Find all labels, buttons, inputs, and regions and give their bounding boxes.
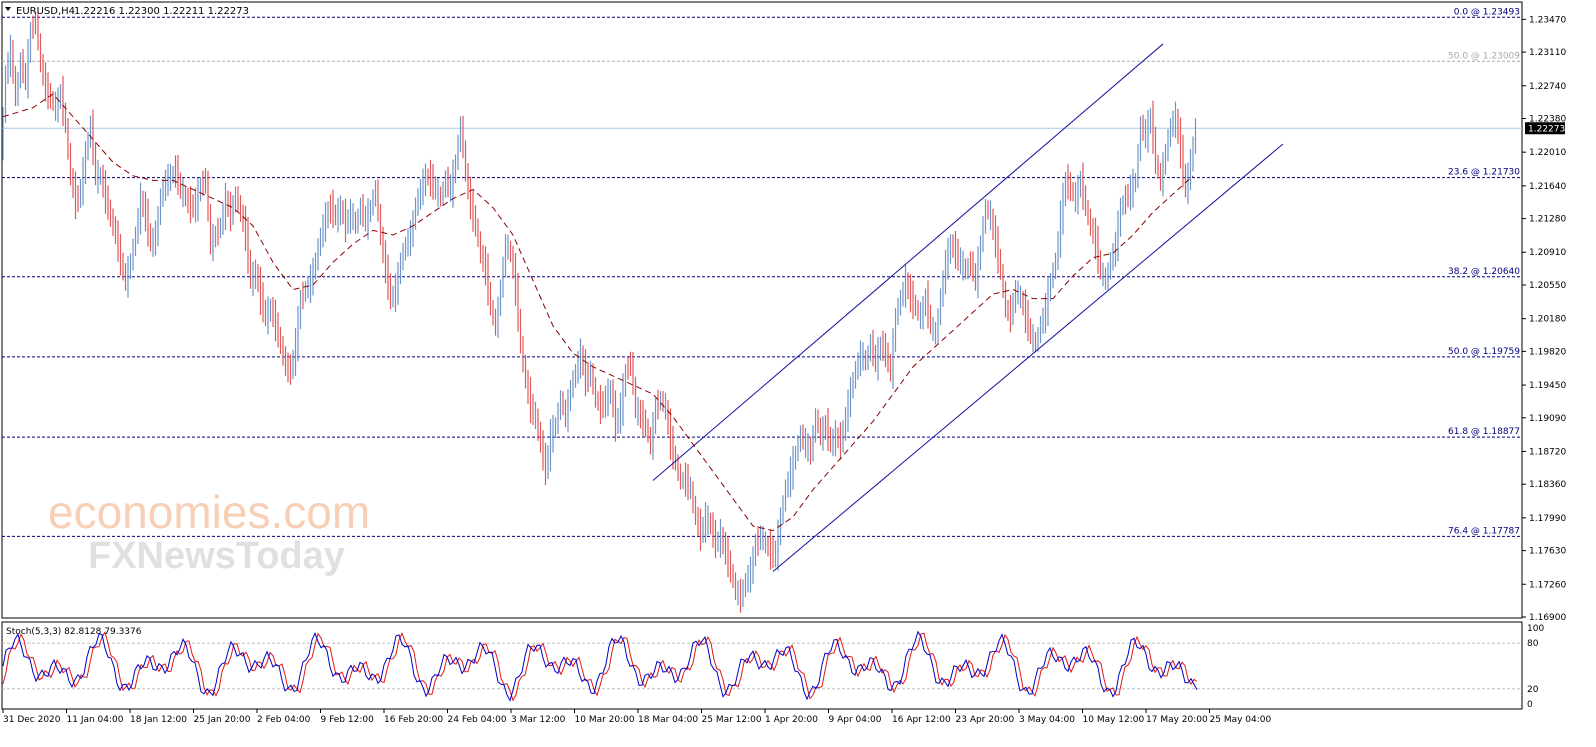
fib-level-label: 50.0 @ 1.23009 [1448, 51, 1520, 61]
collapse-triangle-icon[interactable] [5, 7, 11, 11]
channel-lower-line [772, 143, 1284, 572]
price-tick-label: 1.19450 [1529, 381, 1566, 391]
price-tick-label: 1.19820 [1529, 347, 1566, 357]
time-tick-label: 18 Jan 12:00 [130, 715, 187, 725]
price-tick-label: 1.22380 [1529, 115, 1566, 125]
time-tick-label: 25 Mar 12:00 [702, 715, 762, 725]
main-panel-frame [1, 1, 1523, 619]
watermark: economies.com FXNewsToday [48, 486, 370, 577]
stochastic-tick-label: 0 [1527, 700, 1533, 710]
fib-level-label: 23.6 @ 1.21730 [1448, 168, 1520, 178]
price-tick-label: 1.18720 [1529, 447, 1566, 457]
price-axis[interactable]: 1.23470 1.23110 1.22740 1.22380 1.22010 1.216… [1522, 15, 1566, 623]
time-tick-label: 24 Feb 04:00 [448, 715, 507, 725]
price-tick-label: 1.22740 [1529, 82, 1566, 92]
time-tick-label: 25 Jan 20:00 [194, 715, 251, 725]
stochastic-d-line [2, 631, 1198, 702]
time-axis[interactable]: 31 Dec 2020 11 Jan 04:00 18 Jan 12:00 25 Ja… [2, 709, 1272, 725]
fib-level-label: 50.0 @ 1.19759 [1448, 347, 1520, 357]
time-tick-label: 3 Mar 12:00 [511, 715, 566, 725]
time-tick-label: 9 Feb 12:00 [321, 715, 375, 725]
stochastic-tick-label: 80 [1527, 639, 1539, 649]
time-tick-label: 16 Apr 12:00 [892, 715, 951, 725]
time-tick-label: 10 Mar 20:00 [575, 715, 635, 725]
time-tick-label: 31 Dec 2020 [3, 715, 61, 725]
time-tick-label: 16 Feb 20:00 [384, 715, 443, 725]
time-tick-label: 10 May 12:00 [1083, 715, 1145, 725]
stochastic-label: Stoch(5,3,3) 82.8128 79.3376 [6, 627, 142, 637]
svg-text:1.22273: 1.22273 [1528, 124, 1565, 134]
last-price-tag: 1.22273 [1525, 122, 1565, 135]
symbol-label: EURUSD,H4 [16, 6, 75, 17]
channel-upper-line [652, 43, 1164, 481]
stochastic-k-line [2, 630, 1198, 702]
fib-level-label: 0.0 @ 1.23493 [1454, 7, 1520, 17]
time-tick-label: 23 Apr 20:00 [956, 715, 1015, 725]
moving-average-line [2, 93, 1194, 532]
price-tick-label: 1.17260 [1529, 580, 1566, 590]
price-bars [2, 11, 1197, 613]
time-tick-label: 25 May 04:00 [1210, 715, 1272, 725]
price-tick-label: 1.21640 [1529, 182, 1566, 192]
time-tick-label: 2 Feb 04:00 [257, 715, 311, 725]
watermark-fxnewstoday: FXNewsToday [88, 535, 345, 577]
time-tick-label: 3 May 04:00 [1019, 715, 1075, 725]
time-tick-label: 11 Jan 04:00 [67, 715, 124, 725]
fib-level-label: 61.8 @ 1.18877 [1448, 427, 1520, 437]
ohlc-label: 1.22216 1.22300 1.22211 1.22273 [74, 6, 249, 17]
price-tick-label: 1.16900 [1529, 613, 1566, 623]
fib-level-label: 38.2 @ 1.20640 [1448, 267, 1520, 277]
stochastic-tick-label: 100 [1527, 624, 1544, 634]
time-tick-label: 9 Apr 04:00 [829, 715, 882, 725]
stochastic-tick-label: 20 [1527, 685, 1539, 695]
chart-header: EURUSD,H4 1.22216 1.22300 1.22211 1.2227… [5, 6, 249, 17]
time-tick-label: 17 May 20:00 [1146, 715, 1208, 725]
price-tick-label: 1.21280 [1529, 215, 1566, 225]
price-tick-label: 1.20910 [1529, 248, 1566, 258]
price-tick-label: 1.23470 [1529, 15, 1566, 25]
price-tick-label: 1.23110 [1529, 48, 1566, 58]
watermark-economies: economies.com [48, 486, 370, 538]
trend-channel [652, 43, 1284, 572]
fib-level-label: 76.4 @ 1.17787 [1448, 526, 1520, 536]
time-tick-label: 1 Apr 20:00 [765, 715, 818, 725]
time-tick-label: 18 Mar 04:00 [638, 715, 698, 725]
price-tick-label: 1.20180 [1529, 315, 1566, 325]
price-tick-label: 1.17990 [1529, 514, 1566, 524]
price-tick-label: 1.17630 [1529, 547, 1566, 557]
fibonacci-levels: 0.0 @ 1.23493 50.0 @ 1.23009 23.6 @ 1.2173… [2, 7, 1522, 537]
price-tick-label: 1.18360 [1529, 480, 1566, 490]
price-tick-label: 1.19090 [1529, 414, 1566, 424]
price-tick-label: 1.20550 [1529, 281, 1566, 291]
indicator-panel-frame [1, 621, 1523, 710]
price-tick-label: 1.22010 [1529, 148, 1566, 158]
stochastic-panel: Stoch(5,3,3) 82.8128 79.3376 100 80 20 0 [2, 624, 1544, 710]
